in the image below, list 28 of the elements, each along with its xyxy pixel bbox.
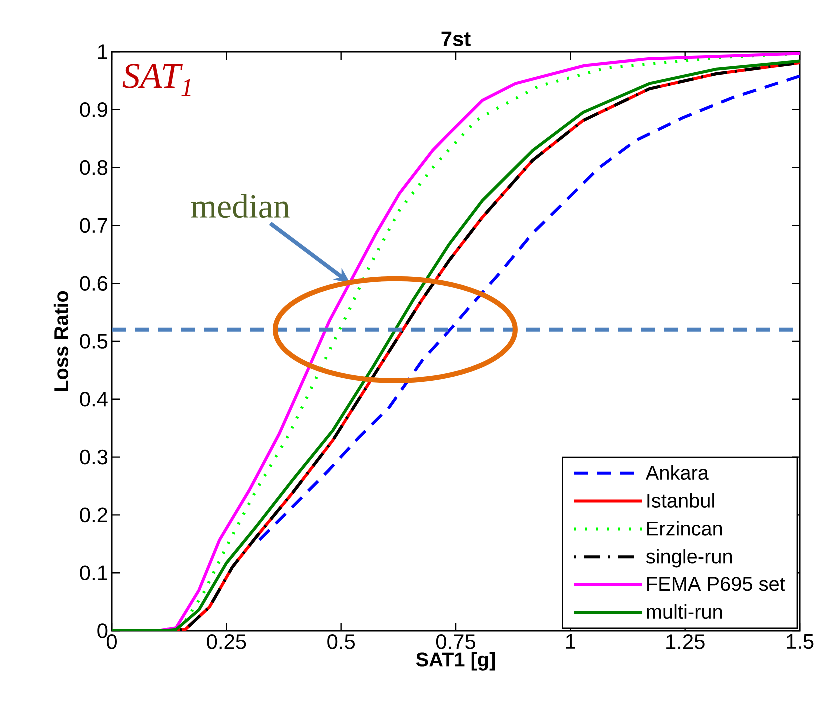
y-tick-label: 0.5 — [80, 334, 108, 349]
y-axis-title: Loss Ratio — [54, 291, 69, 392]
x-tick-label: 1 — [566, 634, 576, 649]
y-tick-label: 0.8 — [80, 160, 108, 176]
annotation: SAT$_{1}$ — [122, 64, 191, 96]
legend-label: multi-run — [647, 604, 722, 620]
x-tick-label: 1.25 — [666, 634, 705, 650]
y-tick-label: 1 — [98, 44, 108, 60]
y-tick-label: 0.7 — [80, 218, 108, 234]
x-tick-label: 0.5 — [328, 634, 355, 650]
y-tick-label: 0 — [98, 624, 108, 638]
legend-label: single-run — [646, 549, 732, 568]
legend-label: Ankara — [646, 465, 709, 480]
legend-label: Erzincan — [648, 521, 722, 536]
annotation: median — [191, 194, 290, 218]
chart-title: 7st — [442, 32, 471, 46]
y-tick-label: 0.9 — [80, 102, 108, 118]
y-tick-label: 0.3 — [80, 450, 108, 465]
y-tick-label: 0.2 — [80, 508, 108, 523]
x-tick-label: 0.25 — [207, 634, 246, 650]
y-tick-label: 0.1 — [80, 566, 108, 581]
x-tick-label: 0.75 — [436, 634, 476, 650]
legend-label: Istanbul — [648, 493, 714, 508]
x-tick-label: 1.5 — [787, 634, 814, 650]
legend-label: FEMA P695 set — [648, 577, 786, 592]
x-axis-title: SAT1 [g] — [416, 652, 496, 671]
y-tick-label: 0.4 — [80, 392, 108, 407]
y-tick-label: 0.6 — [80, 276, 108, 291]
